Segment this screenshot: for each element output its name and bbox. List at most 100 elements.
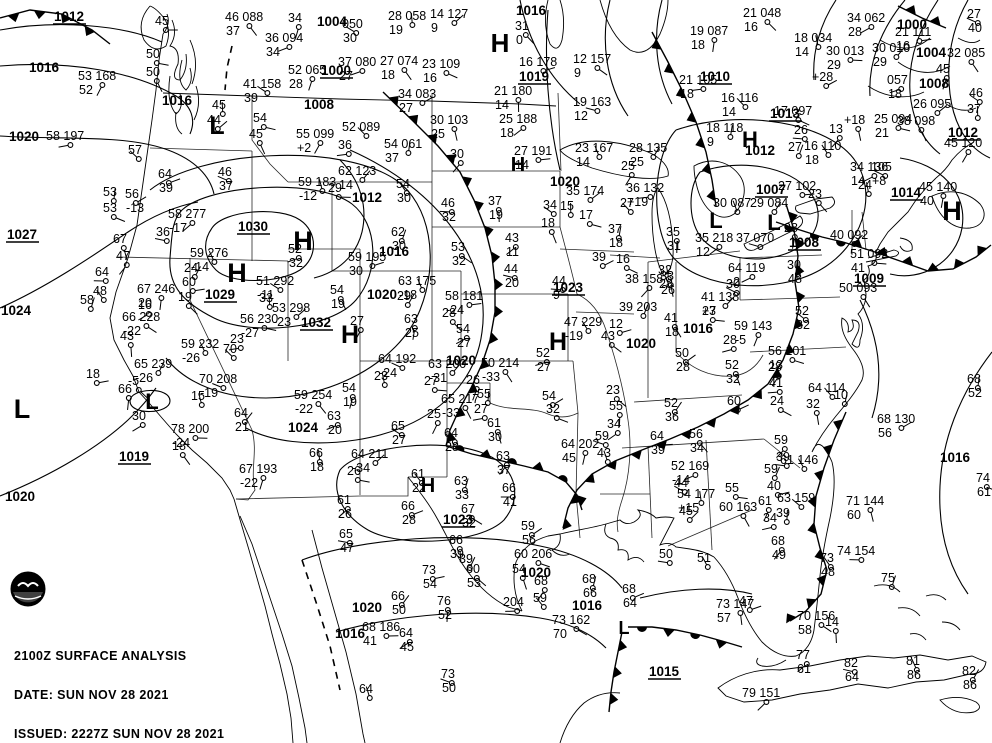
- station-plot: 46: [969, 86, 983, 105]
- station-value-2: 11: [506, 245, 519, 259]
- wind-barb: [399, 182, 406, 192]
- station-value-2: 27: [399, 101, 413, 115]
- isobar-line: [313, 159, 365, 279]
- pressure-label-text: 1012: [745, 143, 775, 158]
- wind-barb: [424, 96, 434, 103]
- state-border: [251, 96, 289, 183]
- station-circle: [968, 59, 975, 65]
- station-plot: 27: [472, 402, 488, 421]
- station-circle: [913, 667, 920, 673]
- station-value: 78 200: [171, 422, 209, 436]
- station-value: 76: [437, 594, 451, 608]
- state-border: [621, 438, 765, 449]
- station-plot: 59: [594, 429, 609, 448]
- wind-barb: [266, 328, 277, 331]
- pressure-label-text: 1024: [288, 420, 319, 435]
- station-value-2: 39: [244, 91, 258, 105]
- station-circle: [451, 20, 458, 26]
- wind-barb: [473, 518, 483, 525]
- wind-barb: [828, 79, 838, 86]
- wind-barb: [643, 304, 649, 314]
- quebec-cold-front: [651, 31, 717, 207]
- station-value: 37: [967, 102, 981, 116]
- station-circle: [771, 475, 778, 481]
- station-circle: [727, 134, 734, 140]
- wind-barb: [942, 80, 947, 90]
- wind-barb: [432, 424, 438, 435]
- pressure-label-text: 1020: [367, 287, 397, 302]
- coastline: [407, 476, 523, 612]
- station-plot: 59 143-5: [734, 319, 772, 347]
- station-value-2: 18: [691, 38, 705, 52]
- station-circle: [401, 67, 408, 73]
- isobar-line: [0, 24, 163, 43]
- station-circle: [337, 296, 344, 302]
- wind-barb: [159, 300, 162, 310]
- coastline: [551, 523, 645, 563]
- wind-barb: [670, 287, 674, 297]
- station-circle: [503, 462, 510, 468]
- station-value: 30: [450, 147, 464, 161]
- station-plot: 29: [397, 289, 415, 308]
- station-value: 55: [477, 387, 491, 401]
- station-value: 74: [976, 471, 990, 485]
- wind-barb: [417, 278, 422, 288]
- wind-barb: [973, 669, 980, 679]
- wind-barb: [454, 131, 458, 141]
- station-circle: [815, 200, 822, 206]
- station-value: 18 034: [794, 31, 832, 45]
- station-plot: 74 154: [837, 544, 875, 563]
- station-plot: 64: [93, 265, 109, 284]
- station-value: 59 254: [294, 388, 332, 402]
- station-circle: [451, 126, 458, 132]
- station-circle: [716, 244, 723, 250]
- station-value: 55: [609, 399, 623, 413]
- station-circle: [586, 221, 593, 227]
- pressure-label: 1020: [352, 600, 382, 615]
- wind-barb: [137, 196, 147, 203]
- low-center: L: [145, 389, 158, 414]
- wind-barb: [140, 391, 148, 399]
- station-value-2: 28: [676, 360, 690, 374]
- station-value: 30 087: [713, 196, 751, 210]
- coastline: [233, 498, 308, 743]
- coastline: [873, 584, 961, 641]
- wind-barb: [684, 475, 694, 481]
- station-value: 54: [542, 389, 556, 403]
- station-value: 34 062: [847, 11, 885, 25]
- pressure-label: 1023: [442, 512, 475, 528]
- station-circle: [815, 44, 822, 50]
- station-value-2: 52: [79, 83, 93, 97]
- station-value: 26: [794, 123, 808, 137]
- wind-barb: [365, 686, 370, 696]
- wind-barb: [876, 262, 887, 265]
- station-circle: [722, 303, 729, 309]
- station-plot: 75: [881, 571, 896, 590]
- station-circle: [776, 389, 783, 395]
- pressure-label: 1012: [947, 125, 980, 141]
- pressure-label: 1007: [755, 182, 788, 198]
- station-plot: 39: [592, 250, 614, 269]
- cold-front-symbol: [427, 133, 438, 144]
- wind-barb: [183, 456, 191, 466]
- station-value-2: 52: [968, 386, 982, 400]
- cold-front-symbol: [752, 389, 762, 400]
- wind-barb: [349, 399, 353, 409]
- station-value: 23: [808, 187, 822, 201]
- station-plot: 64 211-34: [351, 447, 388, 475]
- warm-front-symbol: [836, 240, 846, 247]
- station-circle: [976, 99, 983, 105]
- station-value-2: -23: [273, 315, 291, 329]
- wind-barb: [341, 300, 347, 311]
- wind-barb: [259, 480, 264, 490]
- station-circle: [696, 440, 703, 446]
- station-circle: [827, 564, 834, 570]
- wind-barb: [410, 13, 413, 23]
